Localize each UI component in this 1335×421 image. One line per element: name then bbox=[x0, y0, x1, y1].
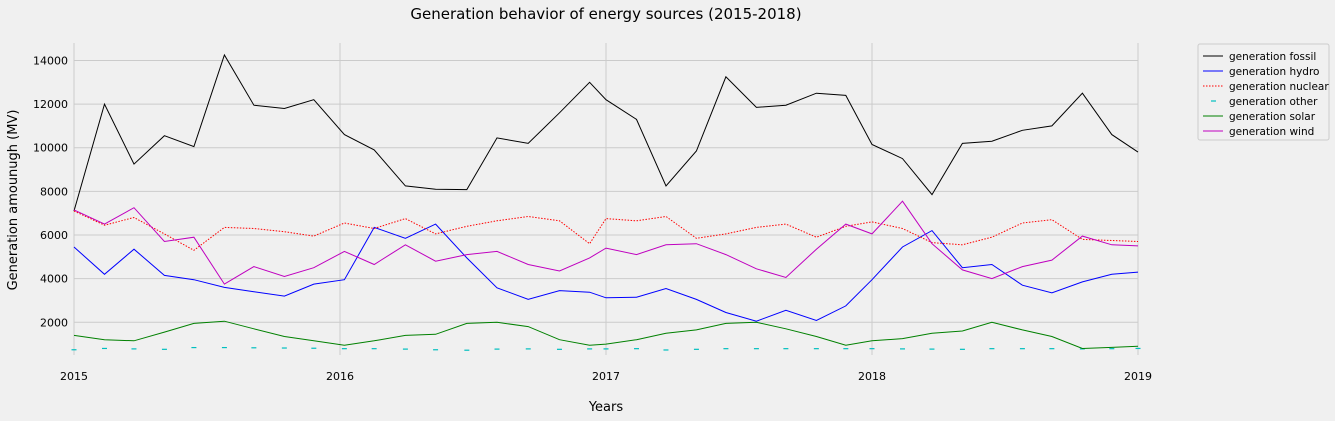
plot-area bbox=[71, 43, 1141, 355]
legend-label: generation other bbox=[1229, 96, 1318, 108]
series-generation-fossil bbox=[73, 53, 1139, 212]
x-tick-label: 2015 bbox=[60, 370, 88, 383]
series-generation-hydro bbox=[73, 223, 1139, 322]
y-axis-ticks: 2000 4000 6000 8000 10000 12000 14000 bbox=[33, 54, 68, 329]
legend: generation fossil generation hydro generat… bbox=[1197, 43, 1330, 141]
x-tick-label: 2016 bbox=[326, 370, 354, 383]
y-tick-label: 12000 bbox=[33, 98, 68, 111]
y-tick-label: 10000 bbox=[33, 142, 68, 155]
x-tick-label: 2018 bbox=[858, 370, 886, 383]
legend-label: generation wind bbox=[1229, 126, 1314, 138]
legend-box bbox=[1197, 43, 1330, 141]
y-tick-label: 14000 bbox=[33, 54, 68, 67]
series-generation-other bbox=[71, 346, 1141, 351]
series-generation-nuclear bbox=[73, 210, 1139, 251]
legend-label: generation fossil bbox=[1229, 51, 1316, 63]
series-layer bbox=[71, 53, 1141, 351]
y-tick-label: 2000 bbox=[40, 316, 68, 329]
x-axis-ticks: 2015 2016 2017 2018 2019 bbox=[60, 370, 1152, 383]
x-axis-label: Years bbox=[588, 400, 624, 415]
series-generation-wind bbox=[73, 200, 1139, 285]
series-generation-solar bbox=[73, 320, 1139, 350]
y-tick-label: 6000 bbox=[40, 229, 68, 242]
y-tick-label: 8000 bbox=[40, 185, 68, 198]
x-tick-label: 2019 bbox=[1124, 370, 1152, 383]
legend-label: generation solar bbox=[1229, 111, 1316, 123]
legend-label: generation hydro bbox=[1229, 66, 1320, 78]
legend-label: generation nuclear bbox=[1229, 81, 1329, 93]
y-axis-label: Generation amounugh (MV) bbox=[6, 110, 21, 291]
chart-title: Generation behavior of energy sources (2… bbox=[410, 5, 801, 23]
x-tick-label: 2017 bbox=[592, 370, 620, 383]
y-tick-label: 4000 bbox=[40, 273, 68, 286]
grid bbox=[73, 43, 1139, 355]
